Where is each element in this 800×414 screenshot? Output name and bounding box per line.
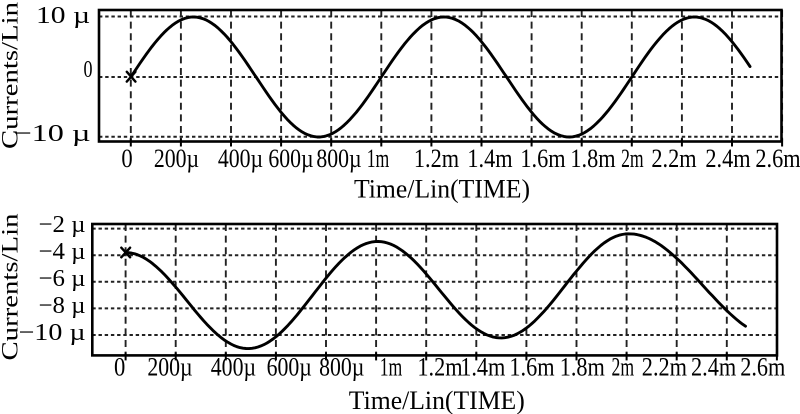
svg-text:1.6m: 1.6m — [520, 144, 565, 173]
svg-text:1.4m: 1.4m — [467, 144, 512, 173]
svg-text:1.2m: 1.2m — [417, 353, 462, 382]
svg-text:2.4m: 2.4m — [691, 353, 736, 382]
svg-text:1.8m: 1.8m — [570, 144, 615, 173]
svg-text:1.6m: 1.6m — [509, 353, 554, 382]
svg-text:Currents/Lin: Currents/Lin — [0, 213, 23, 361]
svg-text:Time/Lin(TIME): Time/Lin(TIME) — [349, 386, 525, 414]
svg-text:200µ: 200µ — [154, 144, 199, 173]
svg-text:−8 µ: −8 µ — [39, 293, 86, 319]
svg-text:1.2m: 1.2m — [414, 144, 459, 173]
svg-text:2.2m: 2.2m — [651, 144, 696, 173]
svg-text:−4 µ: −4 µ — [39, 239, 86, 265]
svg-text:2.6m: 2.6m — [740, 353, 785, 382]
svg-text:−6 µ: −6 µ — [39, 266, 86, 292]
svg-text:10 µ: 10 µ — [36, 3, 90, 29]
svg-text:Time/Lin(TIME): Time/Lin(TIME) — [354, 175, 530, 204]
svg-text:Currents/Lin: Currents/Lin — [0, 1, 23, 149]
svg-text:−10 µ: −10 µ — [19, 320, 86, 346]
svg-text:−10 µ: −10 µ — [14, 121, 91, 147]
svg-text:2.6m: 2.6m — [755, 144, 800, 173]
svg-text:1.8m: 1.8m — [560, 353, 605, 382]
svg-text:400µ: 400µ — [218, 144, 263, 173]
svg-text:2.2m: 2.2m — [642, 353, 687, 382]
svg-text:800µ: 800µ — [316, 144, 361, 173]
svg-text:−2 µ: −2 µ — [39, 212, 86, 238]
svg-text:1m: 1m — [367, 144, 390, 173]
svg-text:0: 0 — [114, 353, 125, 382]
svg-text:1.4m: 1.4m — [460, 353, 505, 382]
svg-text:2.4m: 2.4m — [705, 144, 750, 173]
svg-text:0: 0 — [84, 57, 93, 83]
svg-text:2m: 2m — [621, 144, 644, 173]
svg-text:1m: 1m — [380, 353, 403, 382]
svg-text:200µ: 200µ — [147, 353, 192, 382]
svg-text:0: 0 — [121, 144, 132, 173]
svg-text:2m: 2m — [612, 353, 635, 382]
svg-text:800µ: 800µ — [319, 353, 364, 382]
svg-text:400µ: 400µ — [211, 353, 256, 382]
svg-text:600µ: 600µ — [268, 144, 313, 173]
svg-text:600µ: 600µ — [267, 353, 312, 382]
